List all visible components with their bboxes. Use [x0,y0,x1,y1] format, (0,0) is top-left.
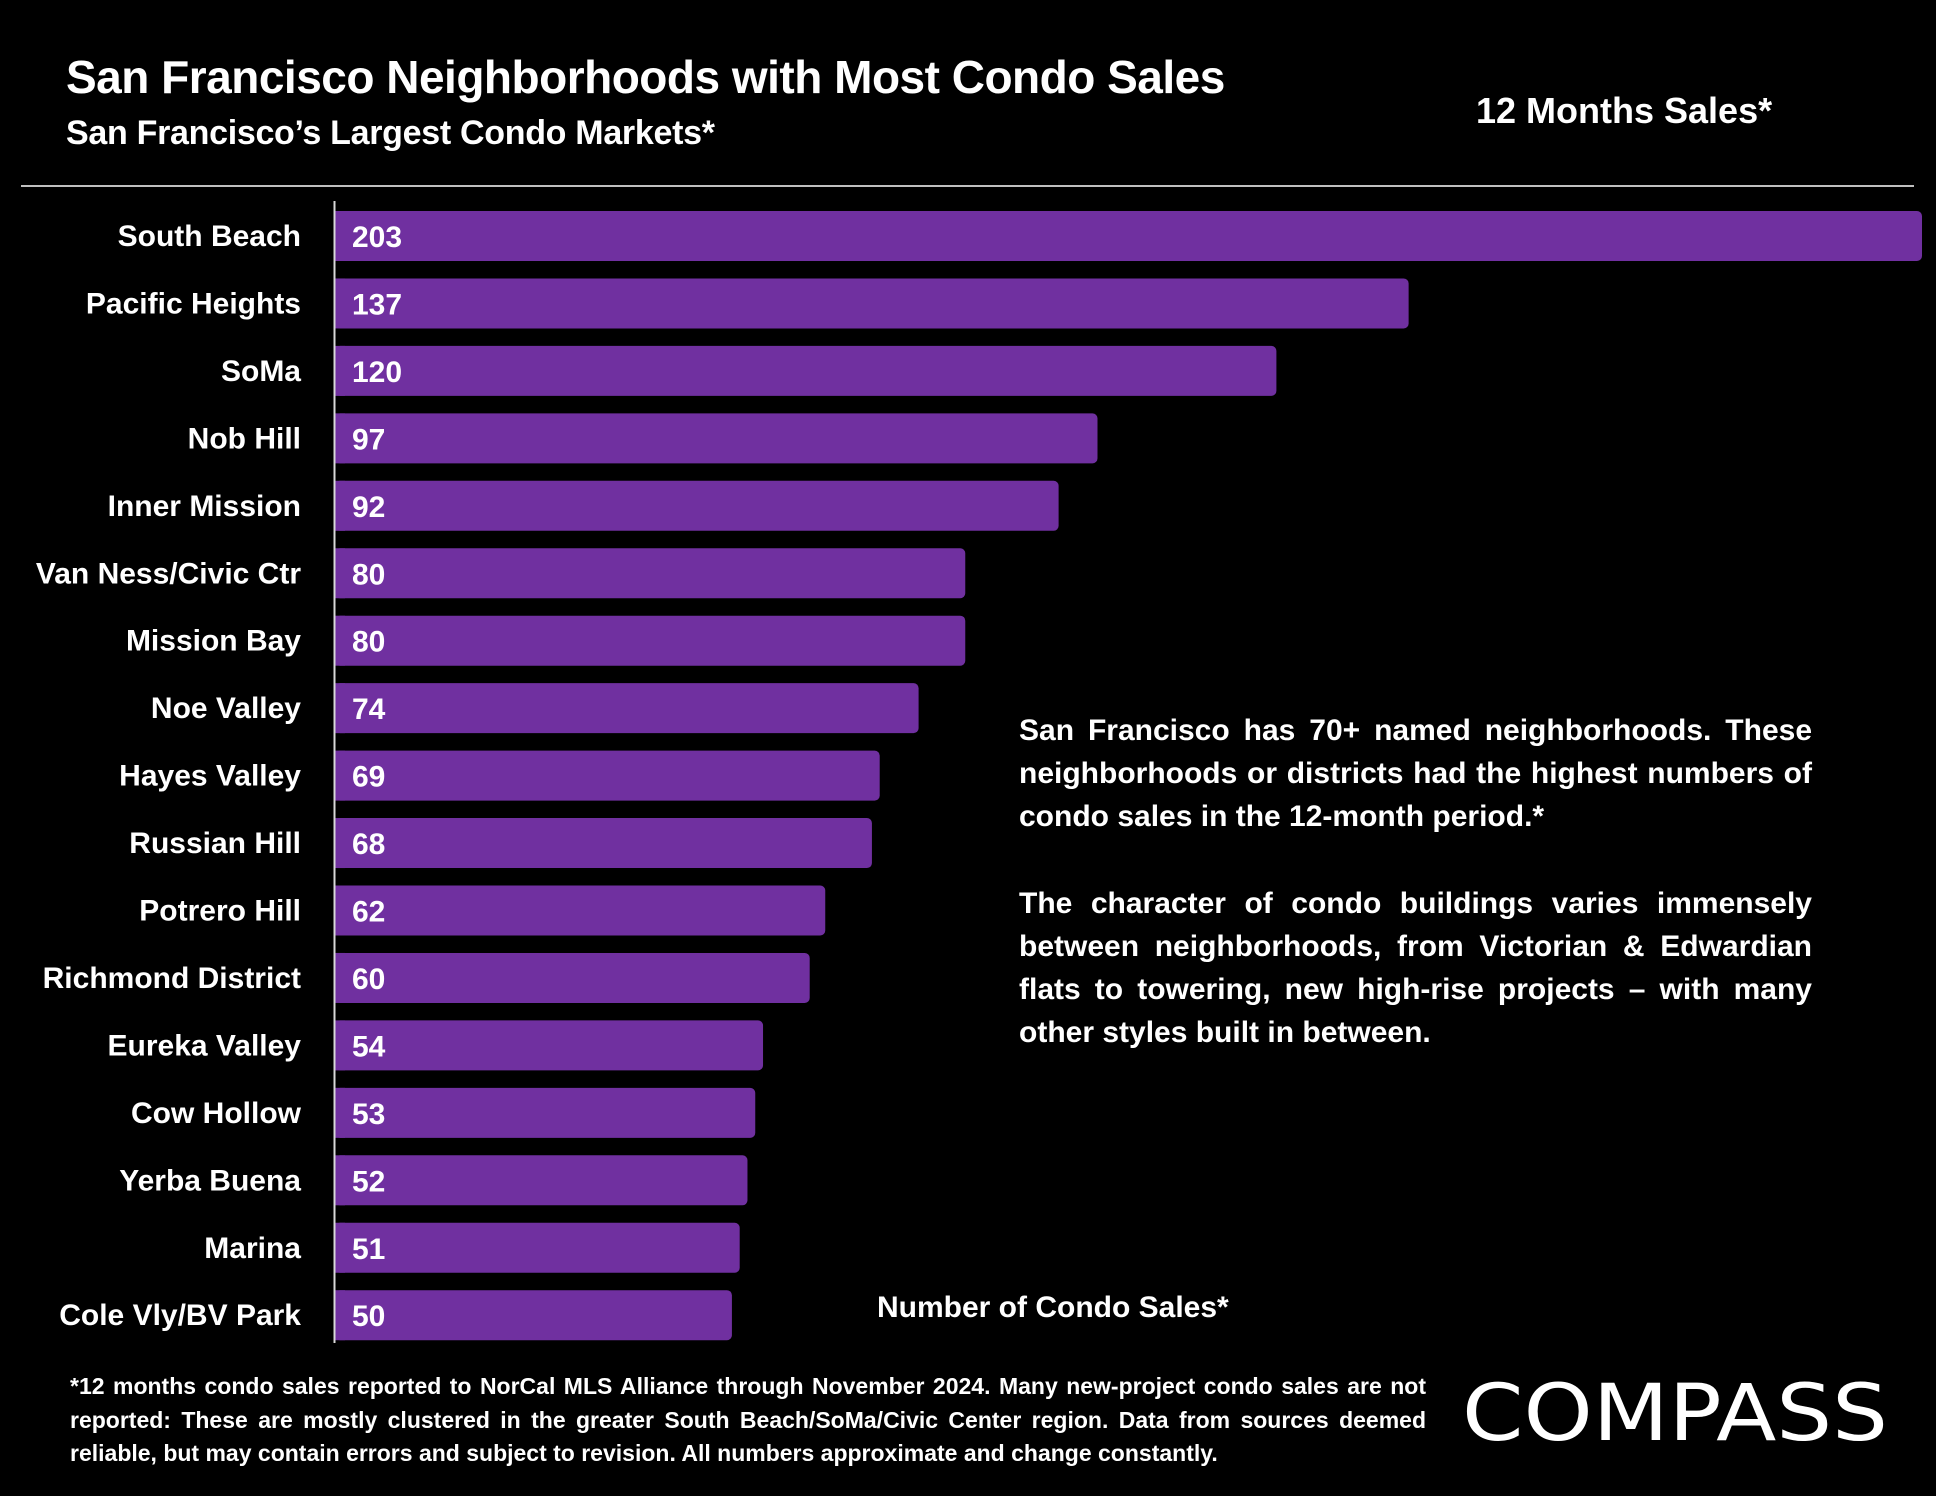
value-label: 120 [352,356,402,389]
bar-group: SoMa 120 [221,345,1277,396]
x-axis-title: Number of Condo Sales* [877,1291,1229,1324]
value-label: 50 [352,1300,385,1333]
value-label: 74 [352,693,386,726]
bar [335,1222,740,1273]
value-label: 51 [352,1233,385,1266]
value-label: 68 [352,828,385,861]
bar-left-edge [335,952,345,1003]
bar [335,1087,756,1138]
period-label: 12 Months Sales* [1476,90,1773,131]
value-label: 52 [352,1165,385,1198]
value-label: 60 [352,963,385,996]
compass-logo: COMPASS [1462,1378,1888,1448]
category-label: South Beach [118,220,301,253]
category-label: Van Ness/Civic Ctr [36,557,301,590]
description-paragraph-2: The character of condo buildings varies … [1019,887,1812,1049]
bar [335,818,872,869]
bar-left-edge [335,818,345,869]
category-label: Richmond District [43,962,301,995]
category-label: Mission Bay [126,625,301,658]
category-label: Cole Vly/BV Park [59,1299,301,1332]
bar-group: Noe Valley 74 [151,683,919,734]
category-label: Potrero Hill [139,895,301,928]
category-label: Inner Mission [108,490,301,523]
value-label: 92 [352,491,385,524]
category-label: SoMa [221,355,301,388]
bar [335,750,880,801]
bar-group: Eureka Valley 54 [108,1020,764,1071]
bar [335,1020,764,1071]
value-label: 80 [352,626,385,659]
category-label: Noe Valley [151,692,301,725]
bar-group: Marina 51 [204,1222,740,1273]
category-label: Cow Hollow [131,1097,302,1130]
chart-title: San Francisco Neighborhoods with Most Co… [66,51,1225,103]
bar-group: Inner Mission 92 [108,480,1059,531]
category-label: Hayes Valley [119,760,301,793]
bar-left-edge [335,615,345,666]
bar-group: South Beach 203 [118,211,1922,261]
value-label: 69 [352,761,385,794]
value-label: 203 [352,221,402,254]
bar-left-edge [335,211,345,261]
value-label: 62 [352,896,385,929]
bar [335,480,1059,531]
value-label: 80 [352,558,385,591]
bar [335,1290,732,1341]
bar-left-edge [335,548,345,599]
bar-left-edge [335,480,345,531]
bar-group: Pacific Heights 137 [86,278,1409,329]
category-label: Russian Hill [129,827,301,860]
header-divider [21,185,1914,187]
bar [335,1155,748,1206]
footnote: *12 months condo sales reported to NorCa… [70,1373,1426,1466]
category-label: Yerba Buena [119,1164,301,1197]
bar [335,615,966,666]
bar [335,278,1409,329]
compass-logo-text: COMPASS [1462,1378,1888,1448]
bar-left-edge [335,345,345,396]
bar [335,952,810,1003]
chart-subtitle: San Francisco’s Largest Condo Markets* [66,114,715,152]
bar [335,345,1277,396]
value-label: 53 [352,1098,385,1131]
value-label: 97 [352,423,385,456]
bar-left-edge [335,683,345,734]
bar-left-edge [335,1290,345,1341]
bar-group: Potrero Hill 62 [139,885,826,936]
bar [335,413,1098,464]
bar-group: Mission Bay 80 [126,615,966,666]
bar-group: Yerba Buena 52 [119,1155,748,1206]
bar-left-edge [335,1020,345,1071]
bar-left-edge [335,885,345,936]
bar-left-edge [335,1222,345,1273]
bar-left-edge [335,1087,345,1138]
value-label: 54 [352,1030,386,1063]
bar [335,548,966,599]
category-label: Nob Hill [188,422,301,455]
category-label: Marina [204,1232,301,1265]
bar-left-edge [335,750,345,801]
bar-left-edge [335,1155,345,1206]
bar-group: Cole Vly/BV Park 50 [59,1290,732,1341]
bar-group: Russian Hill 68 [129,818,872,869]
bar-group: Cow Hollow 53 [131,1087,756,1138]
bar [335,885,826,936]
bar-group: Hayes Valley 69 [119,750,880,801]
category-label: Eureka Valley [108,1029,302,1062]
bar-group: Van Ness/Civic Ctr 80 [36,548,966,599]
description-paragraph-1: San Francisco has 70+ named neighborhood… [1019,714,1812,833]
value-label: 137 [352,288,402,321]
bar-group: Richmond District 60 [43,952,810,1003]
bar-left-edge [335,413,345,464]
bar [335,211,1922,261]
bar-group: Nob Hill 97 [188,413,1098,464]
bar-left-edge [335,278,345,329]
category-label: Pacific Heights [86,287,301,320]
bars-layer: South Beach 203 Pacific Heights 137 SoMa 120 N… [36,211,1922,1341]
bar [335,683,919,734]
